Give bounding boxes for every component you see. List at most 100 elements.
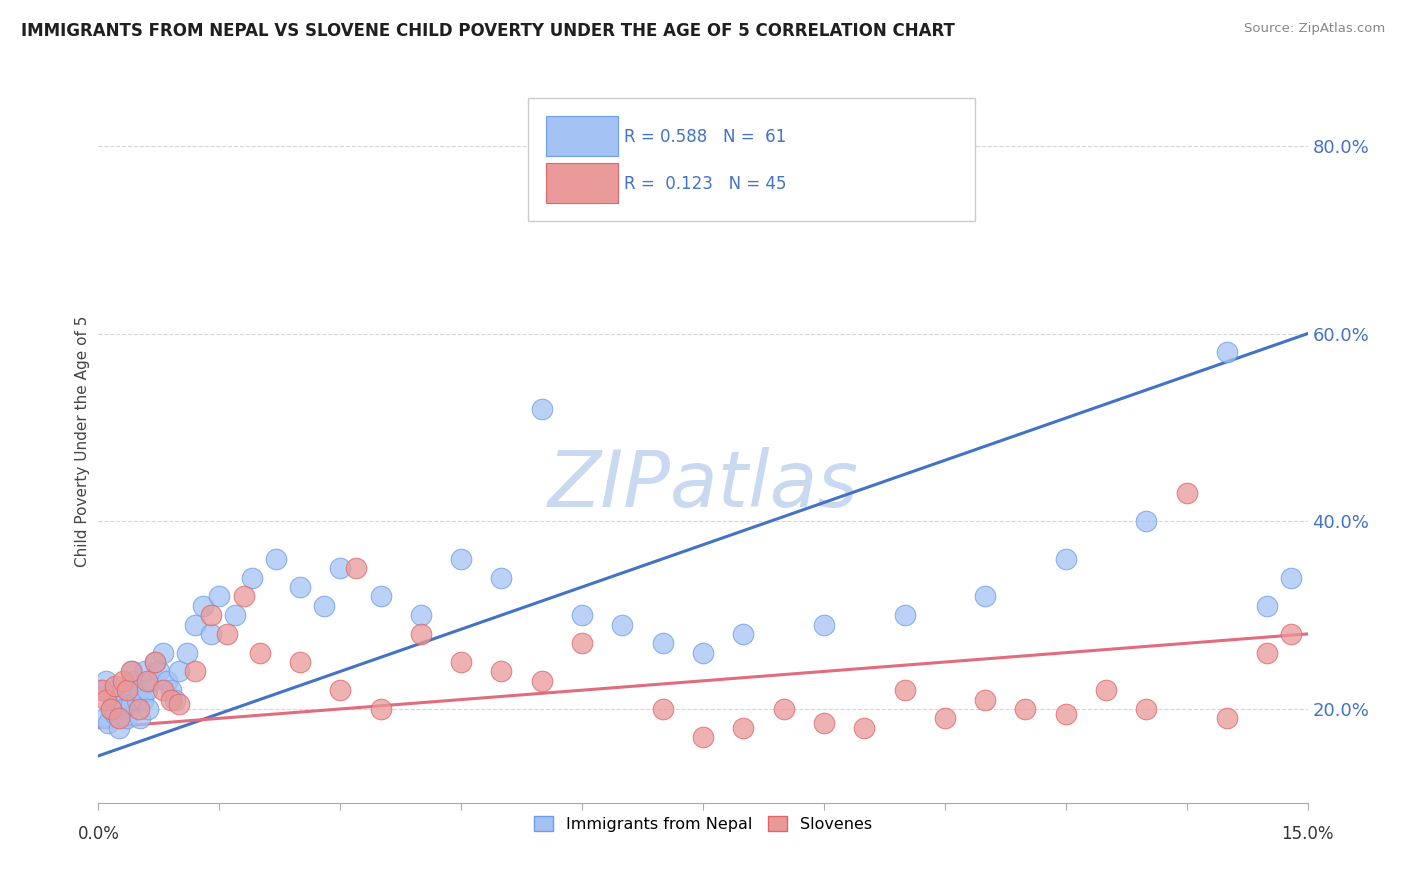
Point — [107, 711, 129, 725]
Point — [100, 702, 122, 716]
Point — [772, 702, 794, 716]
Point — [240, 571, 263, 585]
Point — [530, 673, 553, 688]
Point — [112, 702, 135, 716]
Point — [733, 627, 755, 641]
Point — [1216, 711, 1239, 725]
Point — [1014, 702, 1036, 716]
Point — [103, 706, 125, 721]
Point — [651, 636, 673, 650]
Point — [893, 608, 915, 623]
Point — [853, 721, 876, 735]
Point — [193, 599, 215, 613]
Point — [1135, 702, 1157, 716]
Point — [329, 561, 352, 575]
Text: IMMIGRANTS FROM NEPAL VS SLOVENE CHILD POVERTY UNDER THE AGE OF 5 CORRELATION CH: IMMIGRANTS FROM NEPAL VS SLOVENE CHILD P… — [21, 22, 955, 40]
Point — [813, 716, 835, 731]
Point — [138, 702, 160, 716]
Point — [152, 683, 174, 698]
Point — [121, 665, 143, 679]
FancyBboxPatch shape — [546, 163, 619, 203]
Point — [96, 673, 118, 688]
Text: 0.0%: 0.0% — [77, 825, 120, 843]
Point — [120, 665, 142, 679]
Point — [1095, 683, 1118, 698]
Point — [91, 683, 114, 698]
Text: R =  0.123   N = 45: R = 0.123 N = 45 — [624, 175, 787, 193]
Point — [1256, 599, 1278, 613]
Point — [111, 673, 134, 688]
Point — [134, 665, 156, 679]
Point — [152, 646, 174, 660]
Point — [160, 692, 183, 706]
Point — [96, 692, 118, 706]
Point — [344, 561, 367, 575]
Text: Source: ZipAtlas.com: Source: ZipAtlas.com — [1244, 22, 1385, 36]
Point — [370, 590, 392, 604]
Point — [160, 683, 183, 698]
Point — [115, 711, 138, 725]
Text: 15.0%: 15.0% — [1281, 825, 1334, 843]
Point — [1281, 627, 1303, 641]
Point — [103, 679, 125, 693]
Point — [1175, 486, 1198, 500]
Point — [314, 599, 336, 613]
Point — [934, 711, 956, 725]
Y-axis label: Child Poverty Under the Age of 5: Child Poverty Under the Age of 5 — [75, 316, 90, 567]
Point — [651, 702, 673, 716]
Point — [97, 716, 120, 731]
Point — [1256, 646, 1278, 660]
Point — [249, 646, 271, 660]
Point — [224, 608, 246, 623]
Point — [288, 580, 311, 594]
Point — [692, 730, 714, 744]
Point — [135, 683, 157, 698]
FancyBboxPatch shape — [527, 98, 976, 221]
Point — [132, 692, 155, 706]
Point — [176, 646, 198, 660]
Point — [264, 551, 287, 566]
Point — [530, 401, 553, 416]
Point — [110, 702, 132, 716]
Point — [409, 627, 432, 641]
Point — [409, 608, 432, 623]
Point — [156, 673, 179, 688]
Point — [148, 665, 170, 679]
Point — [129, 711, 152, 725]
Point — [232, 590, 254, 604]
Point — [167, 698, 190, 712]
Point — [288, 655, 311, 669]
Point — [139, 673, 162, 688]
Point — [118, 683, 141, 698]
Point — [91, 683, 114, 698]
Point — [163, 692, 186, 706]
Point — [329, 683, 352, 698]
Point — [1135, 514, 1157, 528]
Point — [184, 665, 207, 679]
Point — [200, 627, 222, 641]
Point — [107, 721, 129, 735]
Point — [94, 711, 117, 725]
Legend: Immigrants from Nepal, Slovenes: Immigrants from Nepal, Slovenes — [527, 809, 879, 838]
Point — [143, 655, 166, 669]
Point — [200, 608, 222, 623]
Point — [111, 688, 134, 702]
Point — [1054, 551, 1077, 566]
Point — [128, 683, 150, 698]
Point — [974, 590, 997, 604]
FancyBboxPatch shape — [546, 117, 619, 156]
Point — [128, 702, 150, 716]
Point — [120, 698, 142, 712]
Point — [1281, 571, 1303, 585]
Point — [115, 683, 138, 698]
Point — [101, 692, 124, 706]
Point — [135, 673, 157, 688]
Point — [184, 617, 207, 632]
Point — [127, 692, 149, 706]
Point — [612, 617, 634, 632]
Point — [124, 673, 146, 688]
Point — [571, 608, 593, 623]
Point — [167, 665, 190, 679]
Point — [893, 683, 915, 698]
Point — [491, 665, 513, 679]
